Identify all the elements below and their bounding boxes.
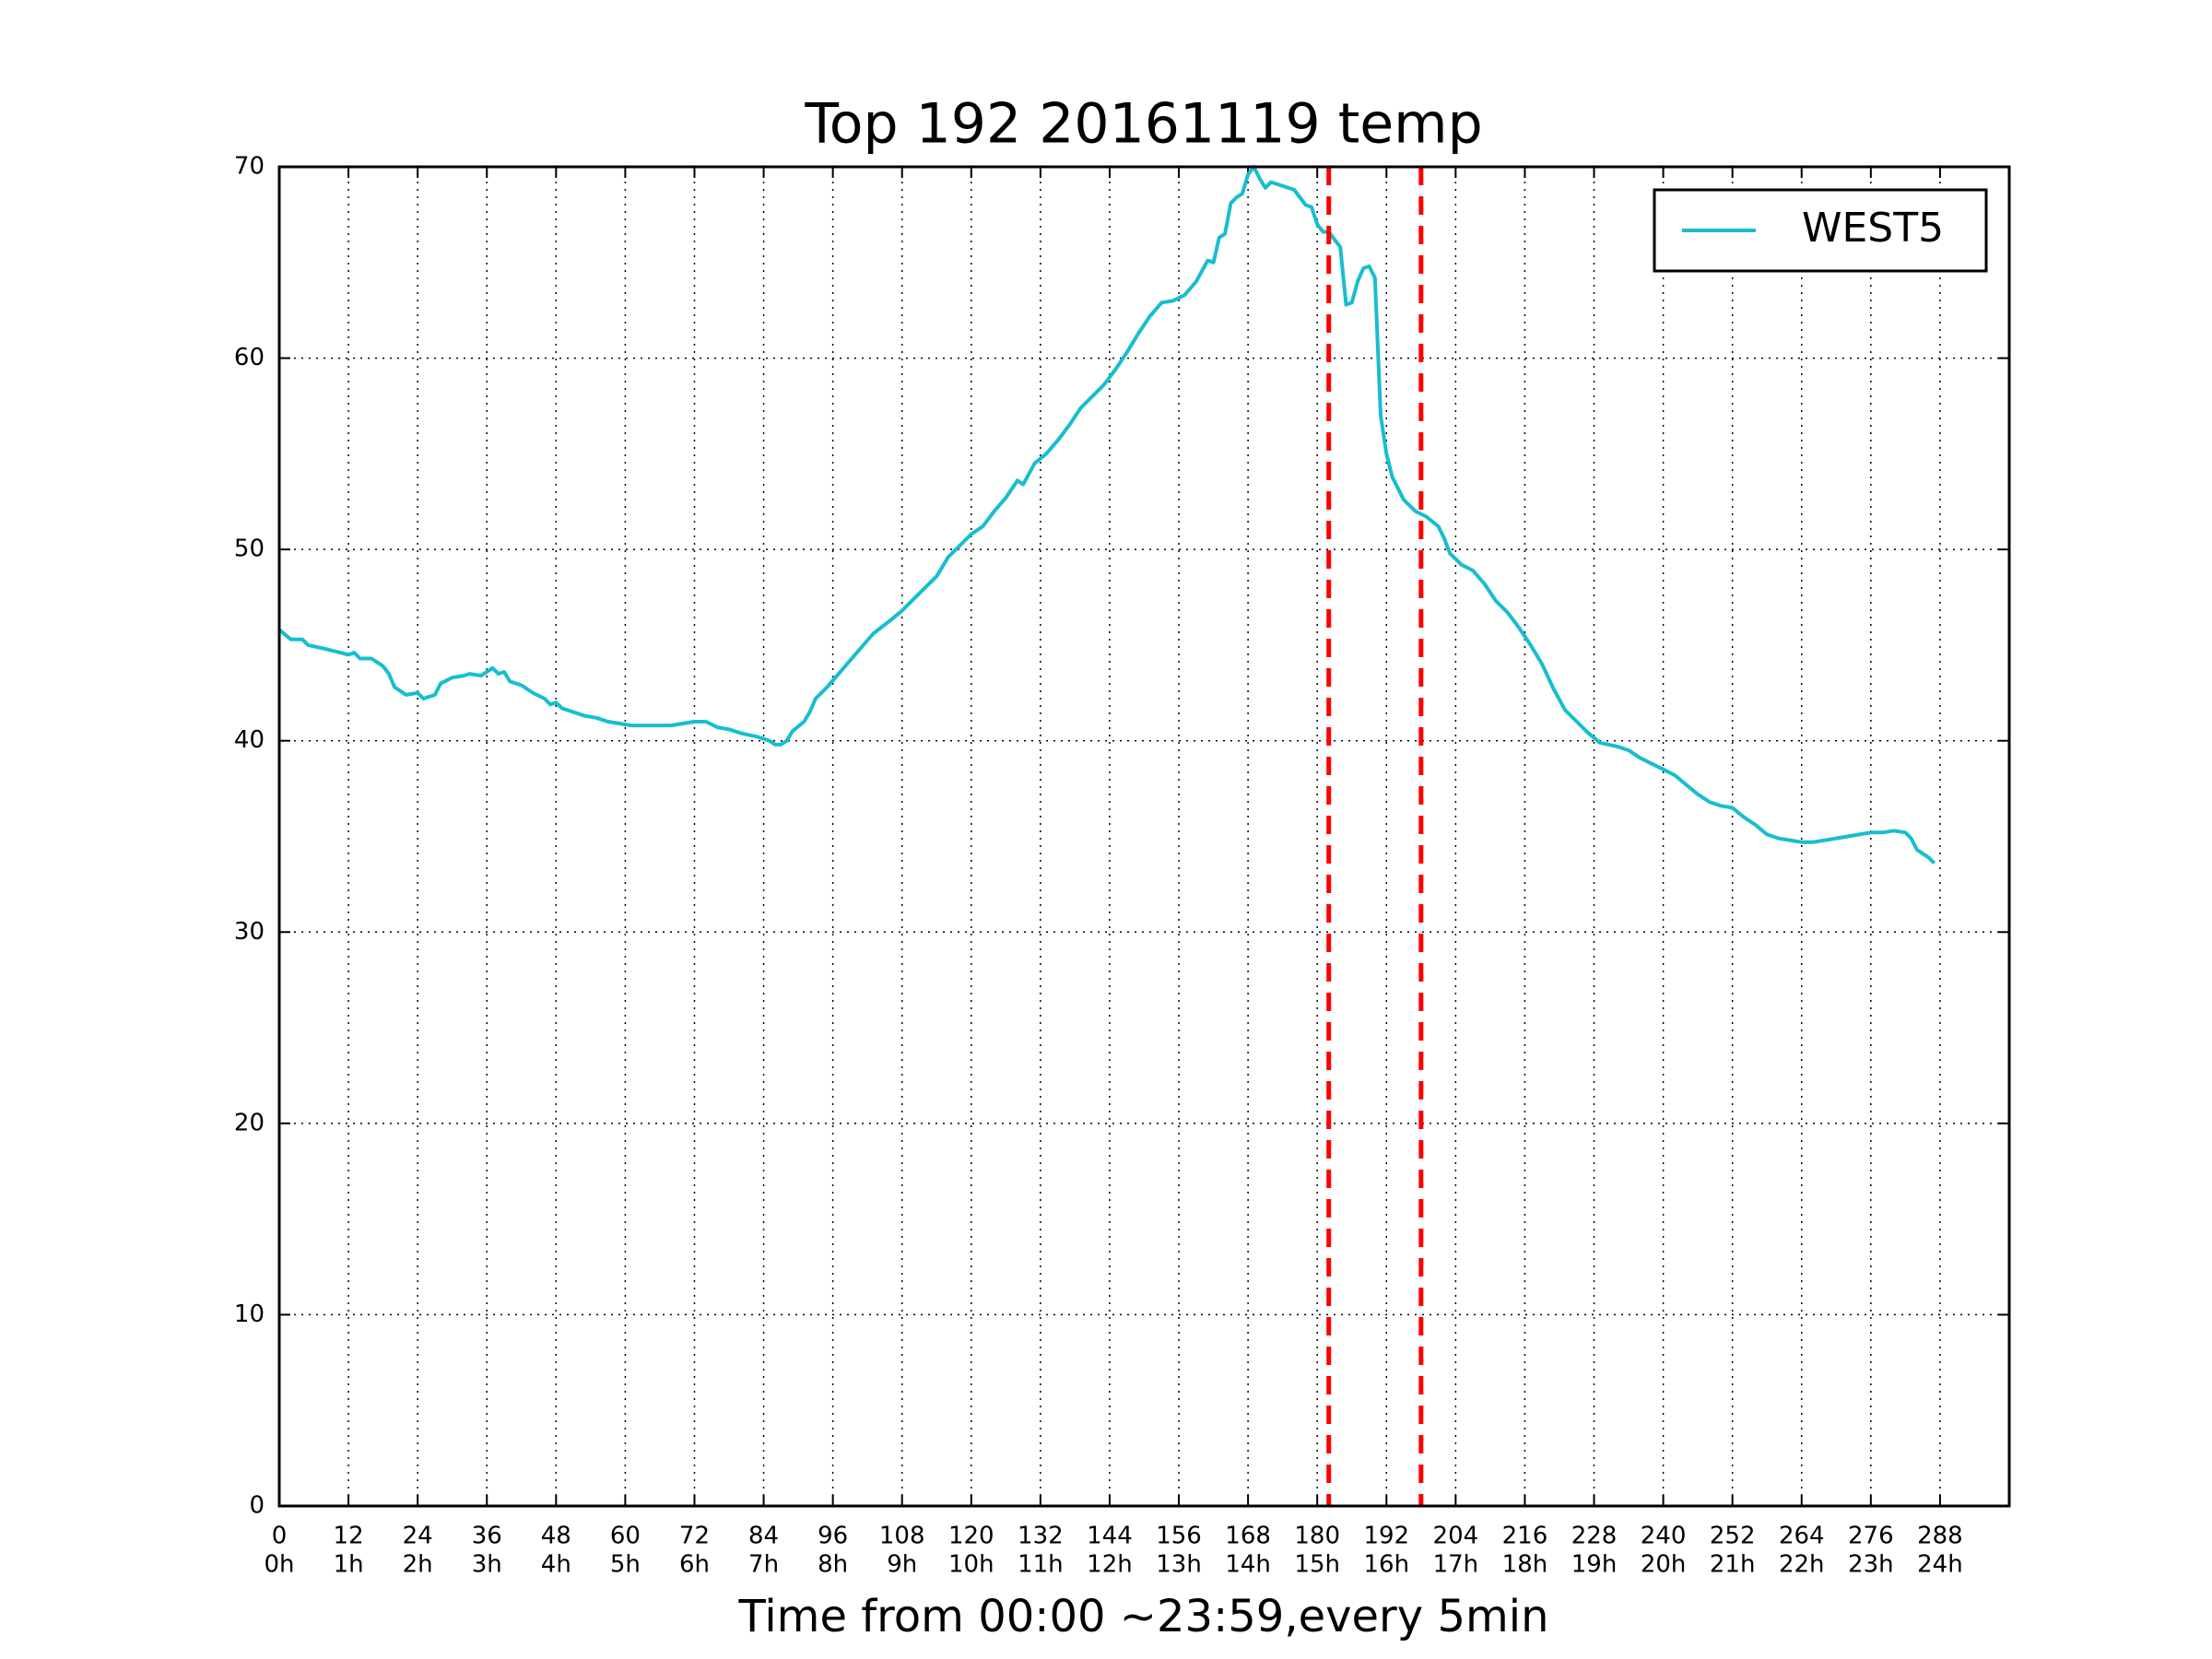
x-tick-hour: 19h — [1571, 1551, 1618, 1579]
x-tick-hour: 11h — [1018, 1551, 1064, 1579]
x-tick-hour: 9h — [887, 1551, 917, 1579]
x-tick-label: 252 — [1710, 1523, 1756, 1550]
x-tick-label: 36 — [472, 1523, 502, 1550]
legend-label: WEST5 — [1802, 205, 1944, 252]
x-tick-label: 276 — [1848, 1523, 1894, 1550]
x-tick-hour: 10h — [948, 1551, 994, 1579]
x-tick-hour: 18h — [1502, 1551, 1548, 1579]
x-tick-hour: 12h — [1087, 1551, 1133, 1579]
x-tick-hour: 1h — [334, 1551, 364, 1579]
x-tick-label: 228 — [1571, 1523, 1618, 1550]
x-tick-label: 156 — [1156, 1523, 1202, 1550]
x-tick-hour: 20h — [1641, 1551, 1687, 1579]
y-tick-label: 20 — [234, 1109, 265, 1136]
x-axis-label: Time from 00:00 ~23:59,every 5min — [738, 1591, 1549, 1642]
x-tick-label: 288 — [1917, 1523, 1963, 1550]
x-tick-label: 108 — [879, 1523, 925, 1550]
x-tick-hour: 24h — [1917, 1551, 1963, 1579]
x-tick-label: 96 — [818, 1523, 848, 1550]
x-tick-label: 204 — [1433, 1523, 1479, 1550]
y-tick-label: 0 — [249, 1492, 265, 1520]
x-tick-label: 84 — [748, 1523, 779, 1550]
y-tick-label: 10 — [234, 1300, 265, 1328]
x-tick-hour: 16h — [1363, 1551, 1409, 1579]
x-tick-label: 120 — [948, 1523, 994, 1550]
x-tick-label: 24 — [403, 1523, 433, 1550]
x-tick-label: 240 — [1641, 1523, 1687, 1550]
x-tick-hour: 3h — [472, 1551, 502, 1579]
y-tick-label: 60 — [234, 344, 265, 371]
x-tick-hour: 17h — [1433, 1551, 1479, 1579]
x-tick-label: 12 — [334, 1523, 364, 1550]
x-tick-label: 216 — [1502, 1523, 1548, 1550]
x-tick-hour: 8h — [818, 1551, 848, 1579]
x-tick-hour: 21h — [1710, 1551, 1756, 1579]
chart-title: Top 192 20161119 temp — [804, 92, 1482, 157]
x-tick-hour: 22h — [1779, 1551, 1825, 1579]
x-tick-label: 132 — [1018, 1523, 1064, 1550]
x-tick-hour: 0h — [264, 1551, 294, 1579]
plot-frame — [277, 165, 2011, 1508]
x-tick-label: 72 — [679, 1523, 710, 1550]
x-tick-label: 60 — [610, 1523, 641, 1550]
legend: WEST5 — [1653, 188, 1988, 273]
x-tick-hour: 15h — [1294, 1551, 1340, 1579]
x-tick-label: 192 — [1363, 1523, 1409, 1550]
x-tick-label: 0 — [272, 1523, 288, 1550]
y-tick-label: 70 — [234, 153, 265, 181]
x-tick-label: 180 — [1294, 1523, 1340, 1550]
x-tick-label: 168 — [1225, 1523, 1271, 1550]
data-line — [277, 165, 1936, 865]
x-tick-hour: 5h — [610, 1551, 641, 1579]
x-tick-hour: 7h — [748, 1551, 779, 1579]
x-tick-hour: 6h — [679, 1551, 710, 1579]
x-tick-hour: 14h — [1225, 1551, 1271, 1579]
y-tick-label: 50 — [234, 535, 265, 563]
x-tick-hour: 2h — [403, 1551, 433, 1579]
y-tick-label: 40 — [234, 726, 265, 754]
x-tick-hour: 13h — [1156, 1551, 1202, 1579]
x-tick-label: 144 — [1087, 1523, 1133, 1550]
x-tick-label: 48 — [541, 1523, 571, 1550]
y-tick-label: 30 — [234, 918, 265, 946]
x-tick-hour: 23h — [1848, 1551, 1894, 1579]
x-tick-label: 264 — [1779, 1523, 1825, 1550]
x-tick-hour: 4h — [541, 1551, 571, 1579]
